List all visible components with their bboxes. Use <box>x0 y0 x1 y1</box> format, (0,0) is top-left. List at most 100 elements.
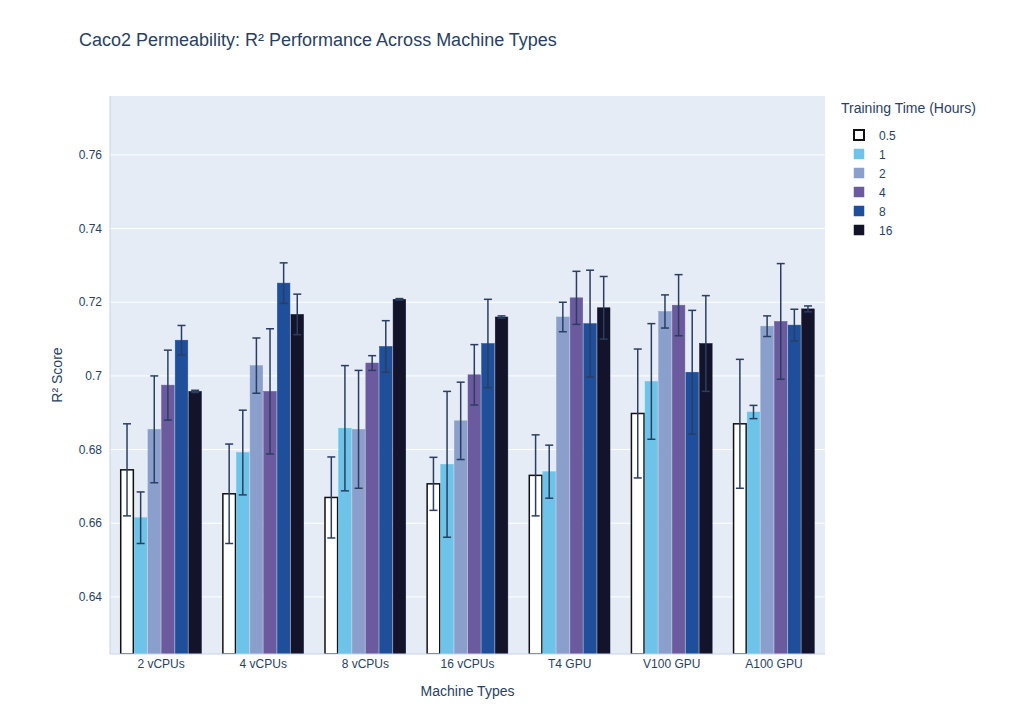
bar <box>162 385 175 654</box>
error-cap <box>266 328 274 330</box>
error-cap <box>545 497 553 499</box>
error-cap <box>586 376 594 378</box>
chart: 0.640.660.680.70.720.740.762 vCPUs4 vCPU… <box>0 0 1031 726</box>
error-bar <box>327 457 335 538</box>
error-cap <box>252 337 260 339</box>
bar <box>482 344 495 654</box>
error-cap <box>266 453 274 455</box>
error-bar <box>164 350 172 420</box>
error-stem <box>780 264 782 380</box>
error-cap <box>736 488 744 490</box>
error-stem <box>140 492 142 544</box>
error-cap <box>498 315 506 317</box>
error-cap <box>572 324 580 326</box>
error-stem <box>154 376 156 483</box>
error-cap <box>457 381 465 383</box>
error-cap <box>191 390 199 392</box>
error-bar <box>178 325 186 354</box>
bar <box>277 283 290 654</box>
plot-background <box>110 96 825 654</box>
error-stem <box>576 271 578 324</box>
y-tick-label: 0.68 <box>79 443 103 457</box>
error-cap <box>559 302 567 304</box>
error-cap <box>647 323 655 325</box>
error-stem <box>562 302 564 331</box>
x-tick-label: 4 vCPUs <box>240 657 287 671</box>
error-stem <box>167 350 169 420</box>
error-bar <box>532 435 540 516</box>
error-cap <box>443 391 451 393</box>
bar <box>495 317 508 654</box>
error-cap <box>368 370 376 372</box>
y-tick-label: 0.7 <box>85 369 102 383</box>
legend-label: 16 <box>879 224 893 238</box>
error-bar <box>150 376 158 483</box>
error-bar <box>341 366 349 491</box>
error-cap <box>750 418 758 420</box>
legend-label: 2 <box>879 167 886 181</box>
error-cap <box>498 317 506 319</box>
error-bar <box>559 302 567 331</box>
error-bar <box>750 405 758 418</box>
legend-swatch <box>854 206 864 216</box>
error-stem <box>256 338 258 393</box>
error-cap <box>763 336 771 338</box>
error-cap <box>804 311 812 313</box>
grid-line <box>110 302 825 303</box>
bar <box>597 308 610 654</box>
x-tick-label: 16 vCPUs <box>440 657 494 671</box>
error-cap <box>123 423 131 425</box>
error-bar <box>137 492 145 544</box>
error-cap <box>532 434 540 436</box>
error-cap <box>355 488 363 490</box>
error-cap <box>137 543 145 545</box>
error-stem <box>691 310 693 434</box>
y-tick-label: 0.72 <box>79 295 103 309</box>
bar <box>379 346 392 654</box>
error-bar <box>600 276 608 339</box>
error-stem <box>678 275 680 336</box>
error-cap <box>702 391 710 393</box>
bar <box>788 325 801 654</box>
error-cap <box>634 477 642 479</box>
error-cap <box>545 444 553 446</box>
error-cap <box>395 298 403 300</box>
bar <box>802 309 815 654</box>
error-cap <box>293 334 301 336</box>
error-cap <box>736 359 744 361</box>
error-stem <box>487 299 489 387</box>
error-cap <box>355 370 363 372</box>
error-stem <box>181 325 183 354</box>
error-cap <box>225 543 233 545</box>
error-stem <box>358 370 360 488</box>
error-bar <box>688 310 696 434</box>
error-cap <box>750 405 758 407</box>
y-tick-label: 0.76 <box>79 148 103 162</box>
legend-swatch <box>854 149 864 159</box>
error-stem <box>344 366 346 491</box>
error-cap <box>382 320 390 322</box>
error-bar <box>191 390 199 392</box>
x-axis-label: Machine Types <box>421 683 515 699</box>
error-cap <box>395 299 403 301</box>
error-bar <box>395 299 403 300</box>
error-bar <box>634 349 642 478</box>
error-bar <box>368 356 376 371</box>
error-stem <box>433 457 435 510</box>
error-cap <box>586 269 594 271</box>
error-stem <box>460 382 462 459</box>
x-tick-label: V100 GPU <box>643 657 700 671</box>
error-stem <box>739 359 741 488</box>
error-stem <box>446 391 448 537</box>
error-cap <box>443 536 451 538</box>
error-cap <box>661 294 669 296</box>
grid-line <box>110 596 825 597</box>
legend-swatch <box>854 187 864 197</box>
error-cap <box>600 276 608 278</box>
error-stem <box>283 263 285 304</box>
bar <box>468 375 481 654</box>
error-bar <box>123 424 131 516</box>
error-bar <box>457 382 465 459</box>
x-tick-label: T4 GPU <box>548 657 591 671</box>
error-stem <box>242 410 244 495</box>
